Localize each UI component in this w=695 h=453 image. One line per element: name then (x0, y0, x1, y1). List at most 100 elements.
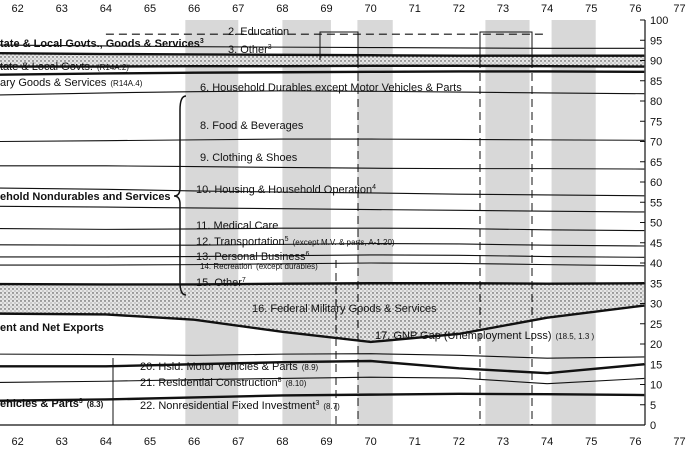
annotation-text: 9. Clothing & Shoes (200, 152, 298, 164)
annotation: 13. Personal Business6 (196, 251, 309, 263)
annotation: 11. Medical Care (196, 220, 278, 232)
y-tick-label: 60 (650, 177, 662, 189)
x-tick-label: 77 (673, 436, 685, 448)
annotation-source: (8.7) (323, 402, 340, 411)
dashed-marker (335, 60, 533, 425)
y-tick-label: 70 (650, 137, 662, 149)
annotation-source: (8.3) (87, 400, 104, 409)
x-tick-label: 66 (188, 3, 200, 15)
series-line (0, 376, 645, 385)
annotation-text: 21. Residential Construction (140, 377, 278, 389)
annotation: 8. Food & Beverages (200, 120, 304, 132)
annotation-superscript: 6 (305, 251, 309, 258)
annotation: 12. Transportation5 (except M.V. & parts,… (196, 236, 395, 248)
annotation: 16. Federal Military Goods & Services (252, 303, 437, 315)
x-tick-label: 75 (585, 436, 597, 448)
ticks: 6262636364646565666667676868696970707171… (12, 3, 686, 448)
annotation-text: ent and Net Exports (0, 322, 104, 334)
annotation-source: (except durables) (256, 262, 318, 271)
annotation: 2. Education (228, 26, 289, 38)
y-tick-label: 35 (650, 278, 662, 290)
annotation-text: 13. Personal Business (196, 251, 306, 263)
x-tick-label: 62 (12, 3, 24, 15)
annotation-superscript: 5 (285, 236, 289, 243)
x-tick-label: 62 (12, 436, 24, 448)
annotation: ent and Net Exports (0, 322, 104, 334)
x-tick-label: 65 (144, 3, 156, 15)
annotation-text: 2. Education (228, 26, 289, 38)
series-line (0, 392, 645, 402)
x-tick-label: 76 (629, 3, 641, 15)
annotation-text: tate & Local Govts., Goods & Services (0, 38, 200, 50)
y-tick-label: 75 (650, 116, 662, 128)
y-tick-label: 45 (650, 238, 662, 250)
y-tick-label: 20 (650, 339, 662, 351)
annotation: 17. GNP Gap (Unemployment Loss) (18.5, 1.… (375, 330, 595, 342)
x-tick-label: 64 (100, 3, 112, 15)
annotation-superscript: 3 (200, 38, 204, 45)
y-tick-label: 40 (650, 258, 662, 270)
x-tick-label: 63 (56, 436, 68, 448)
annotation: 15. Other7 (196, 277, 246, 289)
annotation-superscript: 7 (242, 277, 246, 284)
annotation-text: 17. GNP Gap (Unemployment Loss) (375, 330, 551, 342)
series-line (0, 70, 645, 76)
series-line (0, 262, 645, 267)
annotation-text: 15. Other (196, 277, 242, 289)
annotation-text: 14. Recreation (200, 262, 252, 271)
y-tick-label: 85 (650, 76, 662, 88)
series-line (0, 353, 645, 359)
x-tick-label: 73 (497, 436, 509, 448)
annotation-source: (8.9) (302, 363, 319, 372)
annotation-text: ehicles & Parts (0, 398, 79, 410)
annotation: tate & Local Govts., Goods & Services3 (0, 38, 204, 50)
lines (0, 33, 645, 402)
x-tick-label: 70 (365, 3, 377, 15)
y-tick-label: 65 (650, 157, 662, 169)
x-tick-label: 72 (453, 3, 465, 15)
shaded-period (357, 20, 393, 425)
y-tick-label: 15 (650, 359, 662, 371)
y-tick-label: 80 (650, 96, 662, 108)
annotation-source: (R14A.2) (97, 63, 129, 72)
annotation: 10. Housing & Household Operation4 (196, 184, 376, 196)
y-tick-label: 55 (650, 197, 662, 209)
brace (173, 95, 187, 296)
annotation-text: 12. Transportation (196, 236, 285, 248)
annotation-superscript: 3 (268, 44, 272, 51)
x-tick-label: 72 (453, 436, 465, 448)
y-tick-label: 25 (650, 319, 662, 331)
x-tick-label: 77 (673, 3, 685, 15)
annotation-text: 8. Food & Beverages (200, 120, 304, 132)
x-tick-label: 73 (497, 3, 509, 15)
annotation: 9. Clothing & Shoes (200, 152, 298, 164)
x-tick-label: 74 (541, 436, 553, 448)
annotation-text: ary Goods & Services (0, 77, 107, 89)
series-line (0, 205, 645, 213)
annotation-source: (8.10) (285, 379, 306, 388)
outline-box (319, 31, 533, 60)
annotation-superscript: 3 (79, 398, 83, 405)
x-tick-label: 71 (409, 3, 421, 15)
y-tick-label: 5 (650, 400, 656, 412)
annotation-text: 11. Medical Care (196, 220, 278, 232)
x-tick-label: 63 (56, 3, 68, 15)
annotation-text: 10. Housing & Household Operation (196, 184, 372, 196)
annotation-source: (except M.V. & parts, A-1.20) (293, 238, 395, 247)
x-tick-label: 74 (541, 3, 553, 15)
annotation: 21. Residential Construction8 (8.10) (140, 377, 307, 389)
annotation: 22. Nonresidential Fixed Investment3 (8.7… (140, 400, 340, 412)
annotation-text: ehold Nondurables and Services (0, 191, 171, 203)
series-line (0, 282, 645, 286)
annotation-source: (R14A.4) (110, 79, 142, 88)
x-tick-label: 64 (100, 436, 112, 448)
annotation: 6. Household Durables except Motor Vehic… (200, 82, 462, 94)
annotation-text: 3. Other (228, 44, 268, 56)
annotation-superscript: 3 (315, 400, 319, 407)
annotation: ary Goods & Services (R14A.4) (0, 77, 143, 89)
x-tick-label: 71 (409, 436, 421, 448)
annotation-text: tate & Local Govts. (0, 61, 93, 73)
annotation: tate & Local Govts. (R14A.2) (0, 61, 129, 73)
